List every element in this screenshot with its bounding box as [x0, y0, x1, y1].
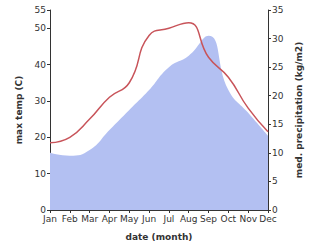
- svg-text:40: 40: [35, 60, 47, 70]
- svg-text:Sep: Sep: [200, 214, 217, 224]
- svg-text:30: 30: [35, 96, 47, 106]
- svg-text:0: 0: [40, 205, 46, 215]
- svg-text:May: May: [120, 214, 139, 224]
- svg-text:5: 5: [272, 176, 278, 186]
- svg-text:date (month): date (month): [126, 232, 193, 242]
- svg-text:20: 20: [272, 91, 284, 101]
- svg-text:35: 35: [272, 5, 283, 15]
- svg-text:Nov: Nov: [239, 214, 257, 224]
- svg-text:Jan: Jan: [42, 214, 57, 224]
- svg-text:25: 25: [272, 62, 283, 72]
- svg-text:Oct: Oct: [221, 214, 237, 224]
- svg-text:50: 50: [35, 23, 47, 33]
- svg-text:Jul: Jul: [162, 214, 174, 224]
- svg-text:Mar: Mar: [81, 214, 98, 224]
- svg-text:max temp (C): max temp (C): [14, 76, 24, 145]
- svg-text:55: 55: [35, 5, 46, 15]
- svg-text:15: 15: [272, 119, 283, 129]
- svg-text:0: 0: [272, 205, 278, 215]
- svg-text:Apr: Apr: [102, 214, 118, 224]
- svg-text:Feb: Feb: [62, 214, 78, 224]
- svg-text:Aug: Aug: [180, 214, 198, 224]
- svg-text:30: 30: [272, 34, 284, 44]
- svg-text:10: 10: [35, 169, 47, 179]
- svg-text:10: 10: [272, 148, 284, 158]
- svg-text:Jun: Jun: [141, 214, 156, 224]
- svg-text:Dec: Dec: [259, 214, 276, 224]
- svg-text:20: 20: [35, 132, 47, 142]
- svg-text:med. precipitation (kg/m2): med. precipitation (kg/m2): [294, 42, 304, 178]
